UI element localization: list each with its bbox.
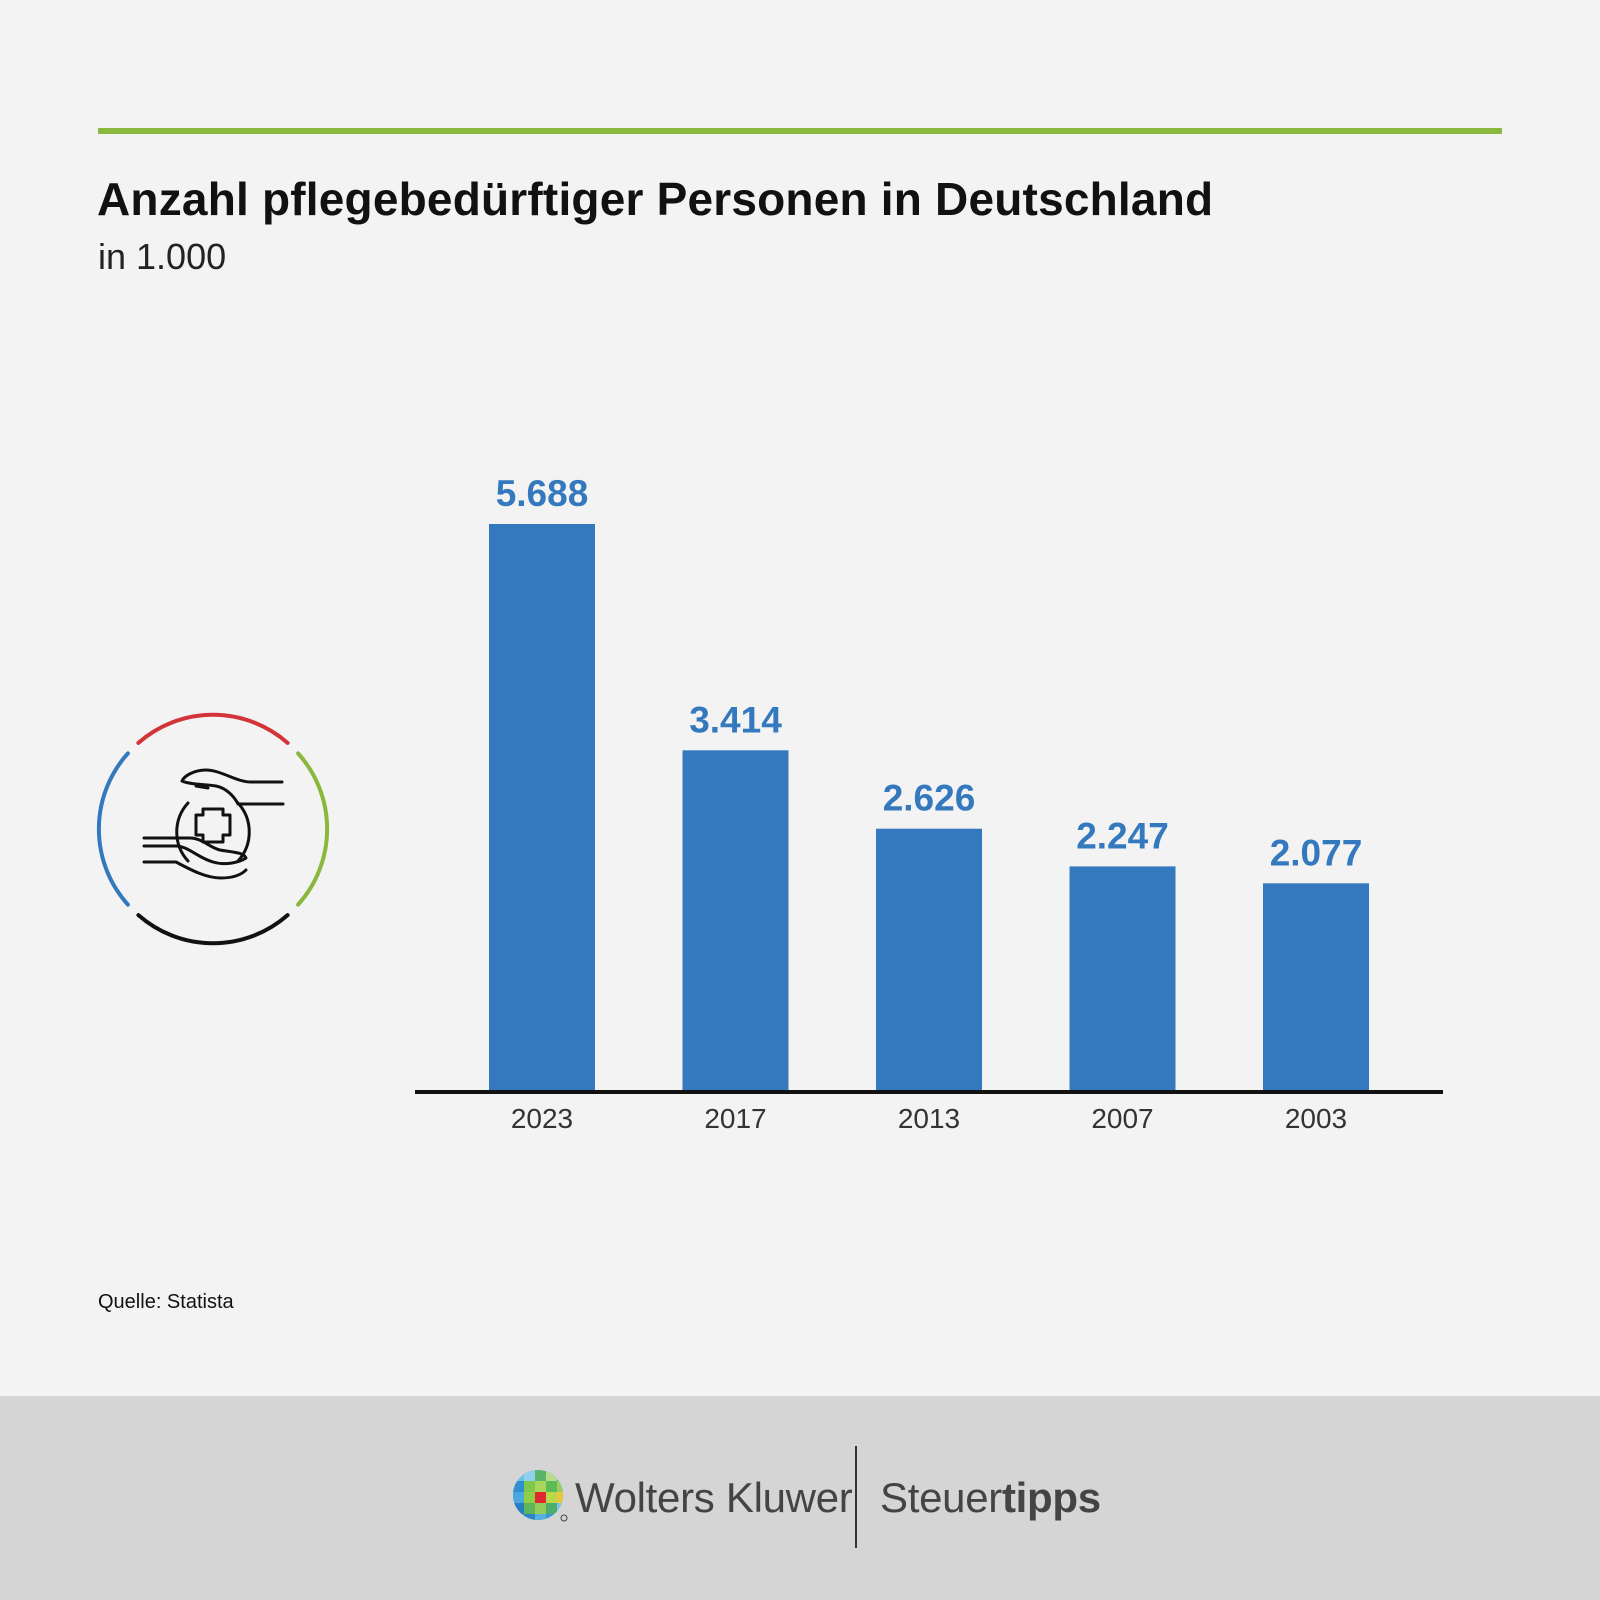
product-name: Steuertipps [880, 1474, 1101, 1522]
brand-row: Wolters Kluwer Steuertipps [0, 1396, 1600, 1600]
chart-subtitle: in 1.000 [98, 236, 227, 277]
bar-2017 [682, 750, 789, 1090]
icon-ring-green-arc [296, 751, 330, 907]
icon-ring-blue-arc [96, 751, 130, 907]
data-label-2003: 2.077 [1270, 832, 1363, 873]
x-tick-label-2003: 2003 [1285, 1103, 1347, 1134]
data-label-2017: 3.414 [689, 699, 782, 740]
icon-ring-red-arc [136, 712, 290, 745]
hands-protecting-medical-cross-icon [96, 712, 330, 946]
accent-rule [98, 128, 1502, 134]
bar-2013 [876, 828, 982, 1090]
data-label-2023: 5.688 [496, 473, 589, 514]
x-tick-label-2013: 2013 [898, 1103, 960, 1134]
data-label-2013: 2.626 [883, 778, 976, 819]
x-tick-label-2023: 2023 [511, 1103, 573, 1134]
labels-layer: 5.688 2023 3.414 2017 2.626 2013 2.247 2007 2.07… [496, 473, 1363, 1134]
product-name-bold: tipps [1001, 1474, 1101, 1521]
chart-title: Anzahl pflegebedürftiger Personen in Deu… [97, 173, 1214, 225]
product-name-light: Steuer [880, 1474, 1002, 1521]
bar-2003 [1263, 883, 1369, 1090]
x-tick-label-2017: 2017 [704, 1103, 766, 1134]
icon-ring-black-arc [136, 913, 290, 946]
wolters-kluwer-logo-icon [513, 1470, 568, 1522]
bar-2023 [489, 524, 595, 1090]
data-label-2007: 2.247 [1076, 815, 1169, 856]
bar-2007 [1069, 866, 1176, 1090]
footer-bar: Wolters Kluwer Steuertipps [0, 1396, 1600, 1600]
source-note: Quelle: Statista [98, 1291, 234, 1313]
bars-layer [489, 524, 1369, 1090]
brand-name: Wolters Kluwer [575, 1474, 853, 1521]
x-tick-label-2007: 2007 [1091, 1103, 1153, 1134]
brand-divider [855, 1446, 857, 1548]
